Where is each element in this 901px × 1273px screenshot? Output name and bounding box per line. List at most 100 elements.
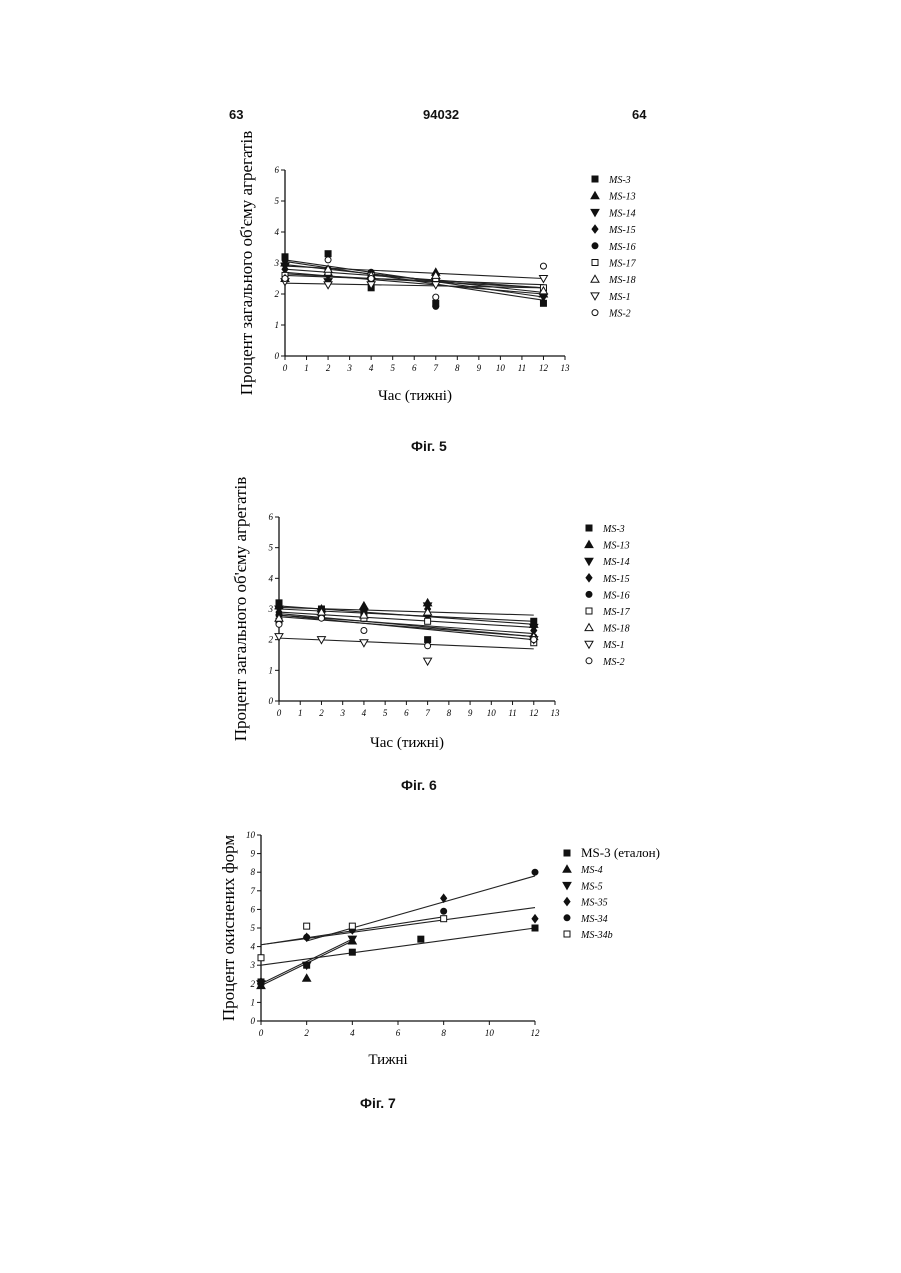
fig7-y-tick-label: 5 [251,923,256,933]
figure-6-caption: Фіг. 6 [401,777,437,793]
fig5-data-point [367,279,375,286]
fig6-data-point [530,633,538,640]
fig5-trendline [285,283,543,288]
fig7-legend-label: MS-4 [580,865,603,876]
fig5-legend-marker [592,176,598,182]
fig6-data-point [360,611,368,618]
fig5-data-point [281,259,289,266]
fig6-data-point [360,609,368,616]
fig7-legend-label: MS-5 [580,881,603,892]
fig6-x-tick-label: 5 [383,708,388,718]
fig5-x-tick-label: 12 [539,363,549,373]
fig5-trendline [285,274,543,288]
fig7-y-tick-label: 6 [251,904,256,914]
fig6-x-tick-label: 0 [277,708,282,718]
fig7-y-tick-label: 3 [250,960,256,970]
fig5-trendline [285,266,543,278]
fig7-y-tick-label: 10 [246,830,256,840]
fig7-y-tick-label: 7 [251,886,256,896]
fig5-legend-marker [592,243,598,249]
fig6-data-point [425,618,431,624]
fig6-data-point [361,609,367,615]
fig6-data-point [361,615,367,621]
fig5-data-point [539,287,547,294]
fig7-legend-label: MS-34 [580,914,608,925]
fig7-data-point [349,926,355,934]
fig7-x-tick-label: 12 [531,1028,541,1038]
fig6-data-point [424,658,432,665]
fig6-x-tick-label: 7 [425,708,430,718]
fig7-legend-marker [564,850,570,856]
fig5-data-point [539,294,547,301]
fig7-y-tick-label: 0 [251,1016,256,1026]
fig6-y-tick-label: 3 [268,604,274,614]
fig6-trendline [279,606,534,624]
fig5-x-tick-label: 5 [390,363,395,373]
fig5-y-tick-label: 2 [275,289,280,299]
fig5-data-point [433,300,439,306]
fig7-legend-marker [564,915,570,921]
fig6-data-point [361,611,367,619]
fig5-data-point [540,263,546,269]
fig5-data-point [282,265,288,273]
fig6-data-point [275,614,283,621]
fig6-x-tick-label: 4 [362,708,367,718]
fig5-data-point [324,265,332,272]
fig6-data-point [276,612,282,618]
fig6-data-point [425,612,431,618]
fig6-data-point [360,602,368,609]
fig5-data-point [282,272,288,278]
fig7-data-point [349,927,355,933]
fig7-legend-marker [564,898,570,906]
fig6-data-point [531,634,537,640]
fig6-data-point [276,621,282,627]
fig5-y-tick-label: 0 [275,351,280,361]
fig5-data-point [433,303,439,309]
fig7-data-point [348,936,356,943]
fig6-y-tick-label: 5 [269,543,274,553]
fig7-y-tick-label: 4 [251,942,256,952]
fig6-data-point [275,606,283,613]
fig7-legend-marker [564,931,570,937]
fig6-trendline [279,612,534,627]
fig5-x-tick-label: 7 [434,363,439,373]
fig6-data-point [317,609,325,616]
fig5-trendline [285,272,543,294]
fig5-legend-label: MS-15 [608,225,636,236]
fig6-data-point [276,608,282,616]
fig7-trendline [261,939,352,984]
figure-7-caption: Фіг. 7 [360,1095,396,1111]
fig6-data-point [317,605,325,612]
fig7-data-point [348,937,356,944]
fig5-x-tick-label: 4 [369,363,374,373]
fig5-data-point [325,271,331,279]
fig6-data-point [530,624,538,631]
fig5-data-point [540,285,546,291]
fig7-data-point [303,962,311,969]
fig5-plot: 0123456012345678910111213Процент загальн… [237,131,637,404]
fig7-data-point [303,974,311,981]
fig6-data-point [317,608,325,615]
fig5-legend-label: MS-2 [608,309,631,320]
fig5-data-point [432,282,440,289]
fig5-x-tick-label: 10 [496,363,506,373]
fig5-y-tick-label: 4 [275,227,280,237]
fig5-data-point [540,300,546,306]
fig5-data-point [368,269,374,275]
fig5-data-point [432,271,440,278]
fig6-legend-marker [585,541,593,548]
fig6-legend-marker [585,641,593,648]
fig7-legend-marker [563,865,571,872]
fig6-data-point [425,605,431,613]
fig6-data-point [424,603,432,610]
fig6-y-tick-label: 4 [269,573,274,583]
fig5-legend-marker [591,293,599,300]
fig7-y-tick-label: 2 [251,979,256,989]
fig7-trendline [261,928,535,965]
fig5-y-tick-label: 1 [275,320,280,330]
fig7-y-axis-label: Процент окиснених форм [219,835,238,1021]
fig6-legend-label: MS-2 [602,657,625,668]
fig6-legend-marker [586,525,592,531]
fig5-trendline [285,265,543,293]
fig6-trendline [279,607,534,615]
